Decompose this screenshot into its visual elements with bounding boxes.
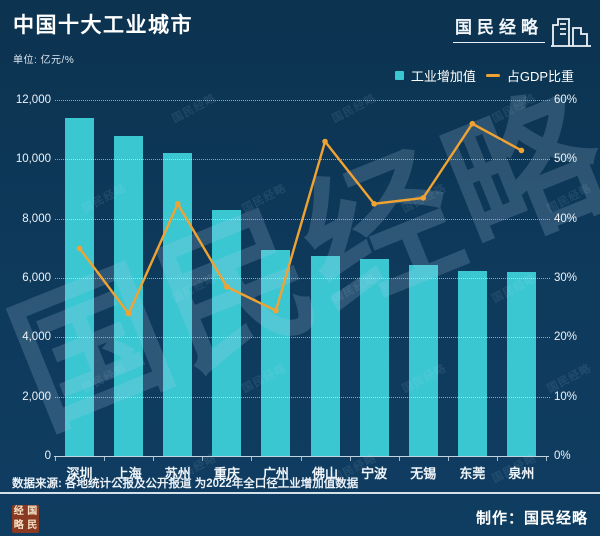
bar-series-label: 工业增加值 [410, 69, 476, 84]
x-axis-tick [496, 457, 498, 461]
x-axis-tick [55, 457, 56, 461]
x-axis-tick [546, 457, 547, 461]
gridline [55, 396, 550, 398]
footer-divider [0, 492, 600, 494]
bar-无锡 [408, 264, 438, 456]
watermark-text: 国民经略 [490, 92, 539, 126]
data-source-note: 数据来源: 各地统计公报及公开报道 为2022年全口径工业增加值数据 [12, 478, 359, 490]
gridline [55, 278, 550, 279]
seal-char: 国 [27, 506, 38, 517]
x-axis-tick [447, 457, 449, 461]
bar-宁波 [359, 258, 389, 456]
y-axis-label-left: 0 [44, 450, 51, 462]
line-point [518, 147, 525, 154]
watermark-text: 国民经略 [240, 182, 289, 216]
x-axis-tick [251, 457, 253, 461]
credit-label: 制作：国民经略 [475, 510, 588, 527]
gridline [55, 100, 550, 101]
line-series-label: 占GDP比重 [506, 69, 574, 84]
y-axis-label-right: 60% [554, 94, 578, 106]
y-axis-label-left: 10,000 [15, 153, 51, 166]
bar-苏州 [163, 153, 193, 456]
line-point [469, 120, 476, 127]
x-axis-tick [398, 457, 400, 461]
y-axis-label-right: 20% [554, 331, 578, 344]
line-point [420, 195, 427, 201]
bar-泉州 [506, 272, 536, 456]
watermark-text: 国民经略 [400, 182, 449, 216]
y-axis-label-right: 30% [554, 272, 578, 284]
gridline [55, 159, 550, 161]
gridline [55, 218, 550, 220]
y-axis-label-left: 6,000 [22, 272, 51, 284]
brand-logo-text: 国民经略 [453, 11, 545, 43]
chart-legend: 工业增加值 占GDP比重 [394, 66, 574, 85]
line-series-swatch [485, 74, 500, 77]
bar-佛山 [310, 255, 340, 456]
line-point [322, 138, 328, 145]
x-axis-label: 深圳 [66, 466, 93, 481]
y-axis-label-left: 2,000 [22, 390, 51, 403]
legend-item-line: 占GDP比重 [485, 66, 574, 85]
seal-char: 略 [13, 520, 24, 531]
x-axis-label: 佛山 [312, 466, 339, 481]
y-axis-label-right: 40% [554, 212, 578, 225]
bar-东莞 [457, 270, 487, 456]
seal-char: 民 [27, 520, 38, 531]
unit-label: 单位: 亿元/% [13, 55, 75, 66]
brand-logo: 国民经略 [453, 11, 592, 52]
y-axis-label-left: 8,000 [22, 212, 51, 225]
y-axis-label-left: 4,000 [22, 331, 51, 344]
x-axis-tick [104, 457, 106, 461]
x-axis-line [54, 456, 549, 457]
bar-深圳 [65, 117, 95, 456]
x-axis-label: 泉州 [508, 466, 535, 481]
bar-series-swatch [394, 71, 404, 80]
line-point [371, 201, 377, 207]
bar-上海 [114, 135, 144, 456]
watermark-text: 国民经略 [330, 92, 379, 126]
y-axis-label-right: 0% [554, 450, 571, 462]
seal-char: 经 [13, 506, 24, 517]
watermark-text: 国民经略 [170, 92, 219, 126]
x-axis-tick [300, 457, 302, 461]
x-axis-label: 广州 [262, 466, 289, 481]
x-axis-tick [202, 457, 204, 461]
gridline [55, 337, 550, 339]
x-axis-tick [349, 457, 351, 461]
x-axis-label: 上海 [115, 466, 142, 481]
legend-item-bar: 工业增加值 [394, 66, 476, 85]
y-axis-label-left: 12,000 [15, 94, 51, 106]
x-axis-label: 重庆 [213, 466, 240, 481]
city-skyline-icon [550, 13, 592, 52]
x-axis-label: 东莞 [459, 466, 486, 481]
brand-seal-stamp: 经 国 略 民 [12, 505, 39, 533]
x-axis-label: 苏州 [164, 466, 191, 481]
bar-重庆 [212, 209, 242, 456]
y-axis-label-right: 10% [554, 390, 578, 403]
bar-广州 [261, 249, 291, 456]
watermark-text: 国民经略 [545, 182, 594, 216]
x-axis-label: 宁波 [361, 466, 388, 481]
x-axis-label: 无锡 [410, 466, 437, 481]
page-title: 中国十大工业城市 [13, 14, 193, 37]
x-axis-tick [153, 457, 155, 461]
y-axis-label-right: 50% [554, 153, 578, 166]
